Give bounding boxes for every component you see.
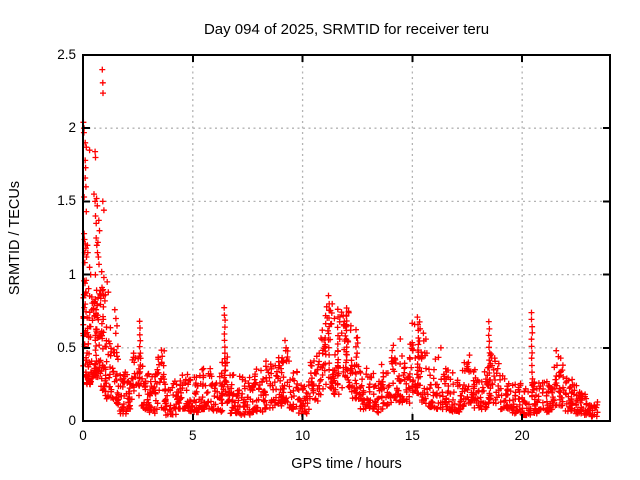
y-tick-label: 2.5 — [57, 47, 76, 62]
y-tick-label: 0 — [68, 413, 76, 428]
scatter-series-markers — [80, 66, 601, 420]
x-tick-label: 0 — [79, 428, 87, 443]
chart-title: Day 094 of 2025, SRMTID for receiver ter… — [203, 21, 490, 38]
x-axis-label: GPS time / hours — [291, 456, 402, 472]
x-tick-label: 15 — [404, 428, 420, 443]
x-tick-label: 20 — [514, 428, 530, 443]
x-tick-label: 10 — [295, 428, 311, 443]
x-tick-label: 5 — [189, 428, 197, 443]
y-tick-label: 2 — [68, 120, 76, 136]
y-tick-label: 1.5 — [57, 193, 76, 209]
gridlines — [83, 55, 610, 421]
y-tick-label: 0.5 — [57, 339, 76, 355]
plot-border — [82, 54, 611, 422]
y-tick-label: 1 — [68, 266, 76, 282]
